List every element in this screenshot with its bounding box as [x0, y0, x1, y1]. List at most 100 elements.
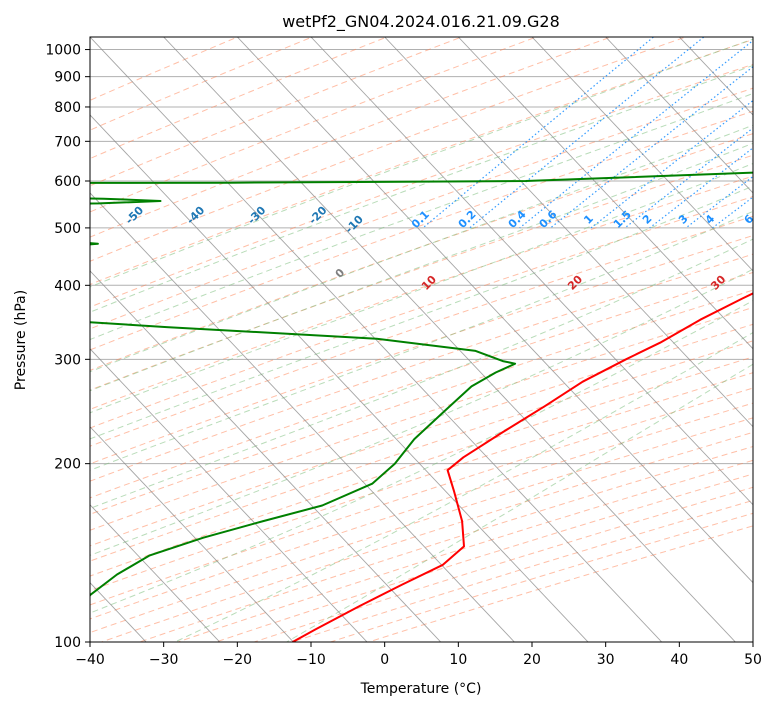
- mixing-ratio-label: 1: [581, 212, 596, 227]
- moist-adiabat-line: [90, 124, 753, 373]
- moist-adiabat-line: [90, 162, 753, 414]
- dry-adiabat-line: [90, 195, 753, 429]
- isotherm-line: [458, 37, 753, 350]
- dry-adiabat-line: [138, 445, 753, 642]
- mixing-ratio-lines: [422, 37, 753, 229]
- isotherm-line: [0, 37, 72, 642]
- dry-adiabat-line: [90, 340, 753, 562]
- mixing-ratio-line: [550, 65, 753, 229]
- y-tick-label: 300: [54, 352, 81, 368]
- y-tick-label: 1000: [45, 43, 81, 59]
- dry-adiabat-line: [90, 37, 239, 101]
- mixing-ratio-line: [712, 196, 753, 229]
- moist-adiabat-line: [90, 300, 753, 614]
- dry-adiabat-line: [90, 215, 753, 447]
- isotherm-line: [90, 192, 515, 642]
- y-tick-label: 700: [54, 134, 81, 150]
- dewpoint-profile-line: [90, 171, 753, 598]
- isotherm-line: [531, 37, 753, 272]
- x-tick-label: 30: [597, 652, 615, 668]
- x-axis-label: Temperature (°C): [360, 681, 482, 697]
- sounding-profiles: [90, 171, 753, 642]
- dry-adiabat-line: [90, 253, 753, 482]
- mixing-ratio-line: [685, 175, 753, 229]
- dry-adiabat-label: -40: [184, 203, 207, 226]
- y-tick-label: 100: [54, 635, 81, 651]
- y-tick-label: 600: [54, 174, 81, 190]
- isotherm-line: [90, 504, 221, 642]
- x-tick-label: −30: [149, 652, 179, 668]
- mixing-ratio-label: 3: [676, 212, 691, 227]
- mixing-ratio-label: 2: [640, 212, 655, 227]
- dry-adiabat-line: [100, 431, 753, 642]
- mixing-ratio-line: [750, 225, 753, 229]
- x-tick-label: 20: [523, 652, 541, 668]
- isotherm-line: [90, 114, 589, 642]
- y-tick-label: 900: [54, 70, 81, 86]
- moist-adiabat-label: 10: [419, 273, 439, 293]
- moist-adiabat-line: [90, 64, 753, 313]
- dry-adiabat-line: [90, 289, 753, 515]
- mixing-ratio-line: [519, 39, 753, 229]
- x-tick-label: 50: [744, 652, 762, 668]
- mixing-ratio-label: 4: [703, 212, 718, 227]
- moist-adiabats: [90, 38, 753, 642]
- mixing-ratio-label: 8: [770, 212, 775, 227]
- moist-adiabat-line: [90, 92, 753, 341]
- dry-adiabat-label: -70: [1, 203, 24, 226]
- mixing-ratio-line: [422, 37, 655, 229]
- moist-adiabat-line: [90, 210, 753, 471]
- x-tick-label: −20: [223, 652, 253, 668]
- dry-adiabat-line: [90, 38, 753, 286]
- plot-area: 0.10.20.40.611.52346810131620253036-100-…: [0, 37, 775, 642]
- moist-adiabat-line: [90, 268, 753, 556]
- dry-adiabat-line: [176, 459, 753, 642]
- chart-title: wetPf2_GN04.2024.016.21.09.G28: [282, 12, 560, 32]
- y-tick-label: 200: [54, 457, 81, 473]
- dry-adiabat-line: [90, 417, 753, 634]
- y-axis-label: Pressure (hPa): [13, 290, 29, 390]
- mixing-ratio-label: 6: [742, 212, 757, 227]
- x-tick-label: −40: [75, 652, 105, 668]
- dry-adiabat-label: -30: [245, 203, 268, 226]
- dry-adiabat-line: [290, 499, 753, 642]
- dry-adiabat-line: [90, 37, 688, 262]
- x-tick-label: 10: [449, 652, 467, 668]
- dry-adiabat-line: [90, 37, 464, 187]
- dry-adiabat-line: [90, 175, 753, 410]
- y-tick-label: 500: [54, 221, 81, 237]
- mixing-ratio-line: [624, 127, 753, 229]
- mixing-ratio-line: [590, 99, 753, 229]
- y-tick-label: 800: [54, 100, 81, 116]
- dry-adiabat-line: [90, 110, 753, 351]
- isotherm-line: [752, 37, 753, 38]
- isotherm-line: [163, 37, 736, 642]
- x-tick-label: −10: [296, 652, 326, 668]
- isotherm-line: [310, 37, 753, 506]
- moist-adiabat-line: [90, 185, 753, 440]
- dry-adiabat-line: [252, 486, 753, 642]
- y-axis-ticks: 100 200 300 400 500 600 700 800 900 1000: [45, 43, 90, 651]
- moist-adiabat-line: [90, 238, 753, 509]
- isotherm-line: [605, 37, 753, 194]
- dry-adiabat-line: [90, 271, 753, 499]
- isotherm-line: [237, 37, 753, 584]
- isotherm-line: [90, 426, 294, 642]
- y-tick-label: 400: [54, 278, 81, 294]
- isotherm-line: [679, 37, 753, 116]
- dry-adiabat-line: [328, 512, 753, 642]
- isotherm-line: [90, 348, 368, 642]
- x-tick-label: 0: [380, 652, 389, 668]
- moist-adiabat-label: 20: [565, 273, 585, 293]
- isotherm-line: [90, 270, 442, 642]
- dry-adiabat-line: [90, 37, 389, 160]
- isotherm-line: [384, 37, 753, 428]
- moist-adiabat-line: [285, 363, 753, 642]
- x-tick-label: 40: [670, 652, 688, 668]
- dry-adiabat-line: [90, 37, 538, 213]
- dry-adiabat-label: -10: [343, 213, 366, 236]
- temperature-profile-line: [292, 292, 753, 642]
- moist-adiabat-line: [90, 142, 753, 392]
- mixing-ratio-line: [649, 147, 753, 229]
